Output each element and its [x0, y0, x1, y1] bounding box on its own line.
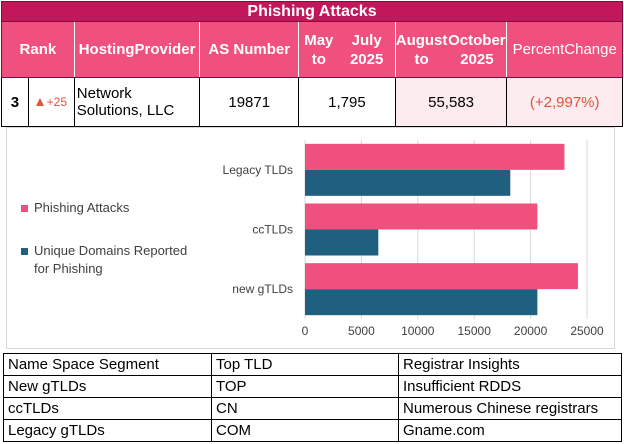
arrow-up-icon: [35, 98, 44, 106]
table-title-text: Phishing Attacks: [247, 2, 377, 20]
bar: [305, 203, 538, 230]
table-cell: Gname.com: [398, 419, 622, 442]
table-cell: New gTLDs: [3, 375, 212, 398]
table-cell: TOP: [211, 375, 399, 398]
legend-swatch-blue: [21, 248, 28, 256]
legend-label: Unique Domains Reported for Phishing: [21, 243, 187, 278]
bar: [305, 143, 565, 170]
table-cell: COM: [211, 419, 399, 442]
as-number-cell: 19871: [200, 78, 300, 126]
insights-header-cell: Registrar Insights: [398, 353, 622, 376]
bar: [305, 169, 511, 196]
table-cell: ccTLDs: [3, 397, 212, 420]
column-header-rank: Rank: [2, 22, 75, 77]
rank-change-cell: +25: [29, 78, 75, 126]
bar: [305, 263, 578, 290]
column-header-as-number: AS Number: [200, 22, 300, 77]
table-row: Legacy gTLDs COM Gname.com: [3, 419, 622, 442]
legend-item-unique-domains: Unique Domains Reported for Phishing: [21, 242, 187, 278]
table-cell: Insufficient RDDS: [398, 375, 622, 398]
may-july-cell: 1,795: [299, 78, 396, 126]
x-tick-label: 0: [302, 324, 309, 338]
legend-label-line: Unique Domains Reported for Phishing: [34, 243, 188, 276]
as-number-value: 19871: [228, 93, 271, 111]
legend-item-phishing-attacks: Phishing Attacks: [21, 199, 129, 217]
column-header-percent-change: Percent Change: [512, 41, 617, 58]
table-cell: Numerous Chinese registrars: [398, 397, 622, 420]
table-row: New gTLDs TOP Insufficient RDDS: [3, 375, 622, 398]
may-july-value: 1,795: [328, 93, 366, 111]
insights-table: Name Space Segment Top TLD Registrar Ins…: [3, 353, 622, 442]
rank-value: 3: [10, 93, 20, 111]
column-header-may-july: May to July 2025: [299, 22, 396, 77]
aug-oct-value: 55,583: [428, 93, 475, 111]
percent-change-cell: (+2,997%): [507, 78, 623, 126]
table-cell: CN: [211, 397, 399, 420]
x-tick-label: 10000: [401, 324, 435, 338]
y-category-label: ccTLDs: [252, 223, 293, 237]
insights-header-cell: Top TLD: [211, 353, 399, 376]
aug-oct-cell: 55,583: [395, 78, 508, 126]
x-tick-label: 15000: [458, 324, 492, 338]
bar-chart: 0 5000 10000 15000 20000 25000 Legacy TLDs ccTL…: [223, 140, 604, 338]
table-title: Phishing Attacks: [1, 1, 623, 22]
column-header-hosting-provider: Hosting Provider: [75, 22, 201, 77]
legend-label: Phishing Attacks: [34, 200, 130, 215]
rank-change-value: +25: [46, 95, 68, 109]
x-tick-label: 25000: [570, 324, 604, 338]
bar: [305, 229, 379, 256]
insights-header-cell: Name Space Segment: [3, 353, 212, 376]
y-category-label: Legacy TLDs: [223, 163, 293, 177]
percent-change-value: (+2,997%): [529, 93, 600, 111]
column-header-aug-oct: August to October 2025: [396, 22, 508, 77]
table-row: ccTLDs CN Numerous Chinese registrars: [3, 397, 622, 420]
table-cell: Legacy gTLDs: [3, 419, 212, 442]
legend-swatch-pink: [21, 205, 28, 213]
table-row: 3 +25 Network Solutions, LLC 19871 1,795 …: [1, 78, 623, 127]
x-tick-label: 5000: [348, 324, 375, 338]
hosting-provider-cell: Network Solutions, LLC: [75, 78, 201, 126]
insights-header-row: Name Space Segment Top TLD Registrar Ins…: [3, 353, 622, 376]
y-category-label: new gTLDs: [232, 282, 293, 296]
rank-cell: 3: [2, 78, 29, 126]
bar: [305, 289, 538, 316]
hosting-provider-value: Network Solutions, LLC: [76, 85, 175, 119]
table-header-row: Rank Hosting Provider AS Number May to Jul…: [1, 22, 623, 78]
x-tick-label: 20000: [514, 324, 548, 338]
chart-panel: Phishing Attacks Unique Domains Reported…: [6, 127, 615, 349]
